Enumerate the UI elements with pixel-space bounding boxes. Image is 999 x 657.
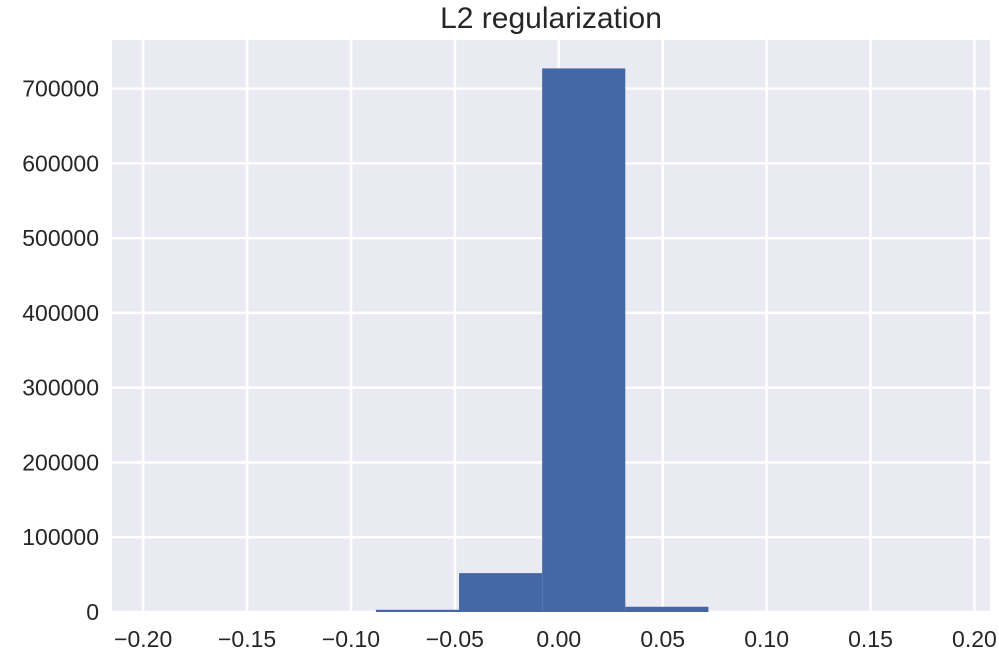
histogram-bar: [625, 606, 709, 612]
y-tick-label: 400000: [22, 300, 99, 326]
histogram-bar: [375, 609, 460, 612]
chart-title: L2 regularization: [440, 2, 662, 35]
y-tick-label: 500000: [22, 225, 99, 251]
x-tick-label: 0.10: [744, 626, 789, 652]
y-tick-label: 600000: [22, 150, 99, 176]
x-tick-label: 0.05: [640, 626, 685, 652]
histogram-bars: [375, 68, 709, 612]
x-tick-label: 0.00: [536, 626, 581, 652]
y-axis-ticks: 0 100000 200000 300000 400000 500000 600000 700…: [22, 76, 99, 625]
x-tick-label: 0.20: [952, 626, 997, 652]
x-axis-ticks: −0.20 −0.15 −0.10 −0.05 0.00 0.05 0.10 0.15 0.20: [114, 626, 997, 652]
x-tick-label: 0.15: [848, 626, 893, 652]
x-tick-label: −0.05: [426, 626, 484, 652]
y-tick-label: 200000: [22, 449, 99, 475]
y-tick-label: 100000: [22, 524, 99, 550]
y-tick-label: 300000: [22, 375, 99, 401]
y-tick-label: 700000: [22, 76, 99, 102]
x-tick-label: −0.15: [218, 626, 276, 652]
histogram-bar: [459, 573, 543, 612]
y-tick-label: 0: [86, 599, 99, 625]
x-tick-label: −0.10: [322, 626, 380, 652]
histogram-bar: [542, 68, 626, 612]
x-tick-label: −0.20: [114, 626, 172, 652]
